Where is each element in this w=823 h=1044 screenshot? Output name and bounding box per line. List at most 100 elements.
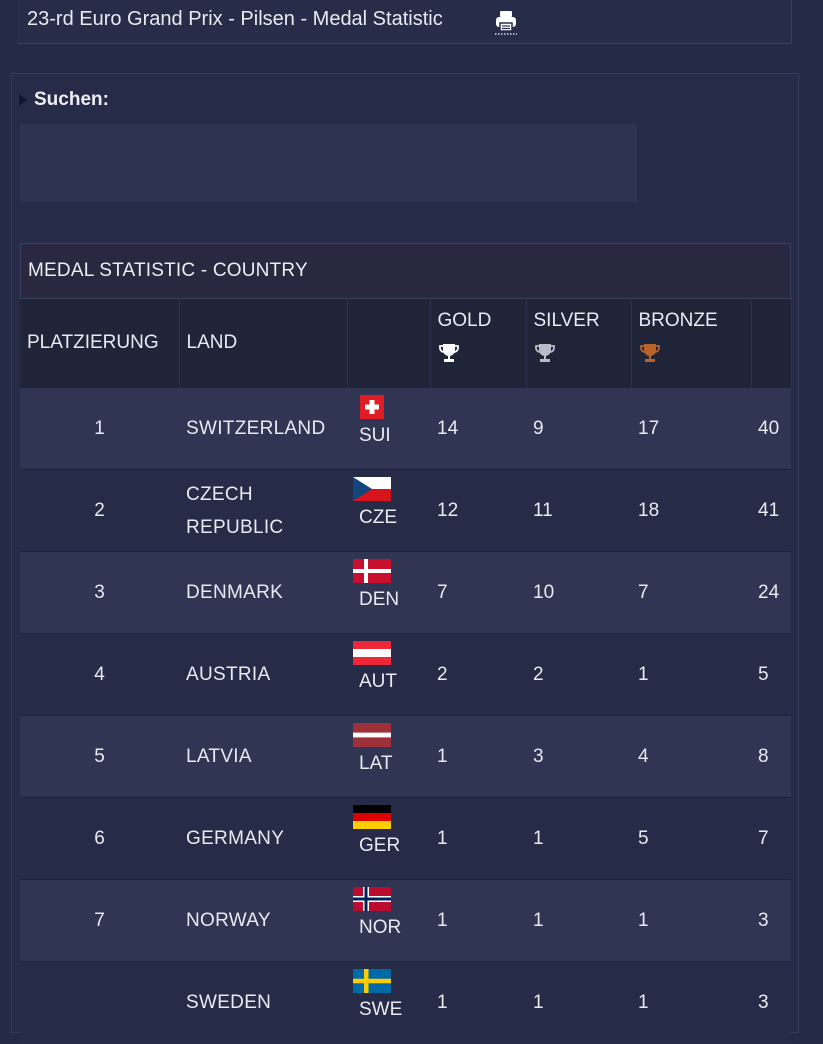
total-count: 3 <box>751 879 791 962</box>
country-code: GER <box>359 835 401 856</box>
rank-cell: 1 <box>20 387 179 470</box>
country-cell: DENMARK <box>179 551 347 634</box>
country-cell: NORWAY <box>179 879 347 962</box>
table-row: 1 SWITZERLAND SUI 14 9 17 40 <box>20 387 791 470</box>
flag-cell: GER <box>347 797 430 880</box>
bronze-count: 7 <box>631 551 751 634</box>
country-cell: GERMANY <box>179 797 347 880</box>
country-code: AUT <box>359 671 397 692</box>
table-row: 2 CZECH REPUBLIC CZE 12 11 18 41 <box>20 469 791 552</box>
column-header-country[interactable]: LAND <box>179 298 348 388</box>
latvia-flag-icon <box>353 723 391 747</box>
caret-right-icon <box>19 94 27 106</box>
column-header-bronze[interactable]: BRONZE <box>631 298 752 388</box>
flag-cell: AUT <box>347 633 430 716</box>
total-count: 41 <box>751 469 791 552</box>
country-cell: SWITZERLAND <box>179 387 347 470</box>
medal-table: PLATZIERUNG LAND GOLD SILVER <box>20 298 792 1044</box>
table-caption: MEDAL STATISTIC - COUNTRY <box>20 243 791 298</box>
country-cell: CZECH REPUBLIC <box>179 469 347 552</box>
flag-cell: SWE <box>347 961 430 1044</box>
total-count: 40 <box>751 387 791 470</box>
search-toggle[interactable]: Suchen: <box>19 88 109 112</box>
silver-count: 2 <box>526 633 631 716</box>
rank-cell: 5 <box>20 715 179 798</box>
bronze-trophy-icon <box>639 344 660 362</box>
gold-trophy-icon <box>438 344 459 362</box>
flag-cell: NOR <box>347 879 430 962</box>
medal-table-wrapper: MEDAL STATISTIC - COUNTRY PLATZIERUNG LA… <box>20 243 792 1044</box>
table-row: 7 NORWAY NOR 1 1 1 <box>20 879 791 962</box>
page-title: 23-rd Euro Grand Prix - Pilsen - Medal S… <box>27 8 443 30</box>
table-row: 3 DENMARK DEN 7 10 7 24 <box>20 551 791 634</box>
page-header: 23-rd Euro Grand Prix - Pilsen - Medal S… <box>18 0 792 44</box>
gold-count: 1 <box>430 879 526 962</box>
silver-label: SILVER <box>533 310 600 331</box>
total-count: 3 <box>751 961 791 1044</box>
silver-count: 11 <box>526 469 631 552</box>
bronze-count: 4 <box>631 715 751 798</box>
norway-flag-icon <box>353 887 391 911</box>
bronze-count: 1 <box>631 633 751 716</box>
gold-count: 2 <box>430 633 526 716</box>
austria-flag-icon <box>353 641 391 665</box>
table-header-row: PLATZIERUNG LAND GOLD SILVER <box>20 298 792 388</box>
table-row: 5 LATVIA LAT 1 3 4 8 <box>20 715 791 798</box>
country-code: SUI <box>359 425 391 446</box>
germany-flag-icon <box>353 805 391 829</box>
gold-label: GOLD <box>437 310 492 331</box>
table-row: 4 AUSTRIA AUT 2 2 1 5 <box>20 633 791 716</box>
gold-count: 12 <box>430 469 526 552</box>
country-code: DEN <box>359 589 400 610</box>
total-count: 5 <box>751 633 791 716</box>
silver-count: 1 <box>526 797 631 880</box>
total-count: 7 <box>751 797 791 880</box>
gold-count: 1 <box>430 797 526 880</box>
rank-cell: 6 <box>20 797 179 880</box>
table-row: 6 GERMANY GER 1 1 5 7 <box>20 797 791 880</box>
switzerland-flag-icon <box>360 395 384 419</box>
gold-count: 1 <box>430 715 526 798</box>
bronze-label: BRONZE <box>638 310 718 331</box>
country-code: NOR <box>359 917 402 938</box>
bronze-count: 17 <box>631 387 751 470</box>
search-label: Suchen: <box>34 89 109 110</box>
flag-cell: CZE <box>347 469 430 552</box>
table-row: SWEDEN SWE 1 1 1 3 <box>20 961 791 1044</box>
column-header-total[interactable] <box>751 298 792 388</box>
column-header-silver[interactable]: SILVER <box>526 298 632 388</box>
bronze-count: 1 <box>631 879 751 962</box>
printer-icon[interactable] <box>495 9 517 35</box>
column-header-rank[interactable]: PLATZIERUNG <box>20 298 180 388</box>
silver-count: 10 <box>526 551 631 634</box>
gold-count: 1 <box>430 961 526 1044</box>
column-header-gold[interactable]: GOLD <box>430 298 527 388</box>
czech-flag-icon <box>353 477 391 501</box>
column-header-flag <box>347 298 431 388</box>
silver-count: 1 <box>526 961 631 1044</box>
total-count: 8 <box>751 715 791 798</box>
rank-cell: 7 <box>20 879 179 962</box>
country-cell: LATVIA <box>179 715 347 798</box>
silver-count: 1 <box>526 879 631 962</box>
flag-cell: DEN <box>347 551 430 634</box>
silver-count: 3 <box>526 715 631 798</box>
rank-cell <box>20 961 179 1044</box>
country-code: CZE <box>359 507 397 528</box>
bronze-count: 5 <box>631 797 751 880</box>
medal-panel: Suchen: MEDAL STATISTIC - COUNTRY PLATZI… <box>11 73 799 1044</box>
rank-cell: 3 <box>20 551 179 634</box>
sweden-flag-icon <box>353 969 391 993</box>
bronze-count: 1 <box>631 961 751 1044</box>
country-cell: AUSTRIA <box>179 633 347 716</box>
country-code: SWE <box>359 999 403 1020</box>
total-count: 24 <box>751 551 791 634</box>
flag-cell: SUI <box>347 387 430 470</box>
silver-count: 9 <box>526 387 631 470</box>
country-code: LAT <box>359 753 393 774</box>
denmark-flag-icon <box>353 559 391 583</box>
silver-trophy-icon <box>534 344 555 362</box>
search-area <box>20 124 637 202</box>
gold-count: 7 <box>430 551 526 634</box>
country-cell: SWEDEN <box>179 961 347 1044</box>
